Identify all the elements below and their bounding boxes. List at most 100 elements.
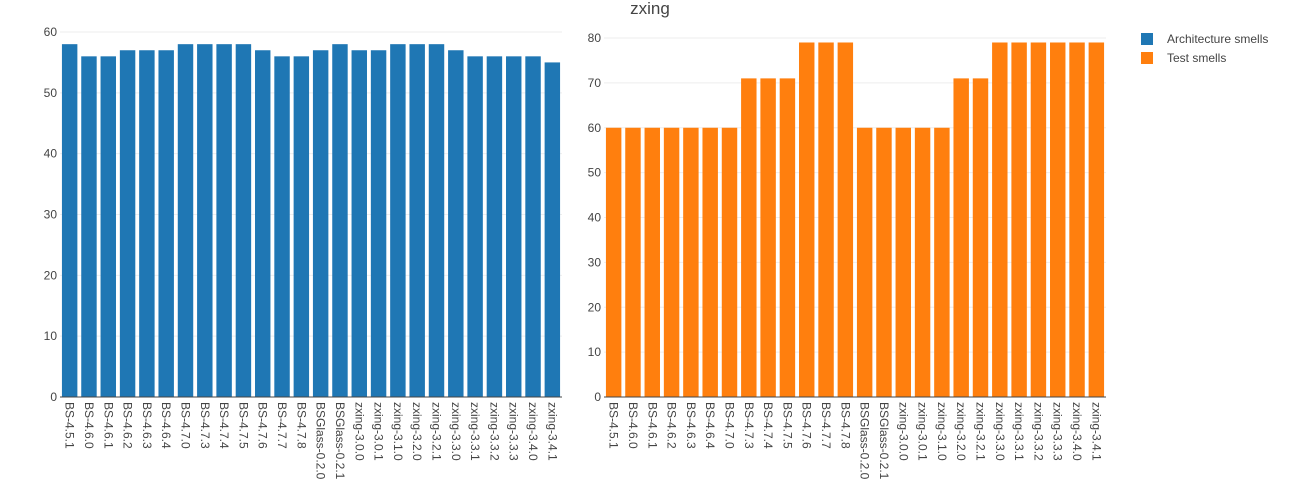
test-smells-chart: 0 10 20 30 40 50 60 70 80 BS-4.5.1 BS-4.6.0 BS-4.6.… <box>588 31 1106 480</box>
x-tick-label: BS-4.6.2 <box>665 402 679 449</box>
x-tick-label: zxing-3.2.0 <box>954 402 968 461</box>
x-tick-label: BS-4.7.6 <box>256 402 270 449</box>
y-tick-label: 80 <box>588 31 602 45</box>
bar <box>702 127 718 397</box>
bar <box>721 127 738 397</box>
x-tick-label: BS-4.6.1 <box>645 402 659 449</box>
y-tick-label: 60 <box>44 25 58 39</box>
x-tick-label: BSGlass-0.2.1 <box>333 402 347 480</box>
bar <box>934 127 950 397</box>
bar <box>1011 42 1027 398</box>
bar <box>390 44 406 398</box>
y-tick-label: 0 <box>50 390 57 404</box>
x-tick-label: zxing-3.4.1 <box>1089 402 1103 461</box>
x-tick-label: zxing-3.3.3 <box>507 402 521 461</box>
x-tick-label: zxing-3.3.1 <box>1012 402 1026 461</box>
x-tick-label: BS-4.7.3 <box>198 402 212 449</box>
bar <box>370 50 387 397</box>
x-tick-label: zxing-3.3.0 <box>449 402 463 461</box>
y-tick-label: 40 <box>44 147 58 161</box>
bar <box>332 44 348 398</box>
bar <box>177 44 194 398</box>
bar <box>663 127 680 397</box>
bar <box>448 50 464 397</box>
x-tick-label: zxing-3.4.0 <box>1070 402 1084 461</box>
bar <box>779 78 796 397</box>
bar <box>61 44 78 398</box>
y-tick-label: 20 <box>588 300 602 314</box>
x-tick-label: BSGlass-0.2.0 <box>858 402 872 480</box>
bar <box>605 127 622 397</box>
legend-swatch <box>1141 52 1153 64</box>
bar <box>467 56 483 397</box>
x-tick-label: BS-4.7.0 <box>723 402 737 449</box>
x-tick-label: zxing-3.0.0 <box>352 402 366 461</box>
bar <box>81 56 97 397</box>
x-tick-label: BS-4.7.4 <box>217 402 231 449</box>
x-tick-label: BS-4.5.1 <box>63 402 77 449</box>
y-tick-label: 20 <box>44 268 58 282</box>
x-tick-label: zxing-3.4.1 <box>545 402 559 461</box>
bar <box>351 50 367 397</box>
x-tick-label: BS-4.6.3 <box>684 402 698 449</box>
bar <box>1050 42 1066 398</box>
bar <box>274 56 290 397</box>
bar <box>255 50 271 397</box>
bar <box>625 127 641 397</box>
x-tick-label: zxing-3.3.1 <box>468 402 482 461</box>
x-tick-label: BS-4.5.1 <box>607 402 621 449</box>
bar <box>544 62 561 398</box>
bar <box>312 50 329 397</box>
bar <box>139 50 155 397</box>
x-tick-label: BS-4.7.8 <box>294 402 308 449</box>
x-tick-label: BS-4.6.1 <box>101 402 115 449</box>
bar <box>525 56 541 397</box>
bar <box>197 44 213 398</box>
x-tick-label: zxing-3.0.0 <box>896 402 910 461</box>
x-tick-label: BS-4.6.4 <box>159 402 173 449</box>
bar <box>293 56 310 397</box>
y-tick-label: 50 <box>44 86 58 100</box>
bar <box>1030 42 1047 398</box>
x-tick-label: zxing-3.2.0 <box>410 402 424 461</box>
x-tick-label: zxing-3.2.1 <box>430 402 444 461</box>
x-tick-label: BS-4.7.0 <box>179 402 193 449</box>
bar <box>876 127 892 397</box>
x-tick-label: BS-4.6.3 <box>140 402 154 449</box>
bar <box>953 78 969 397</box>
y-tick-label: 10 <box>588 345 602 359</box>
x-tick-label: zxing-3.2.1 <box>974 402 988 461</box>
x-tick-label: BSGlass-0.2.0 <box>314 402 328 480</box>
bar <box>1069 42 1085 398</box>
bar <box>818 42 834 398</box>
y-tick-label: 30 <box>44 208 58 222</box>
x-tick-label: BS-4.7.7 <box>275 402 289 449</box>
x-tick-label: BS-4.7.7 <box>819 402 833 449</box>
bar <box>216 44 232 398</box>
bar <box>895 127 911 397</box>
bar <box>683 127 699 397</box>
y-tick-label: 60 <box>588 121 602 135</box>
x-tick-label: BS-4.6.0 <box>82 402 96 449</box>
y-tick-label: 10 <box>44 329 58 343</box>
y-tick-label: 30 <box>588 255 602 269</box>
x-tick-label: zxing-3.3.2 <box>1031 402 1045 461</box>
bar <box>837 42 854 398</box>
y-tick-label: 70 <box>588 76 602 90</box>
bar <box>914 127 931 397</box>
y-tick-label: 40 <box>588 211 602 225</box>
bar <box>506 56 522 397</box>
y-tick-label: 50 <box>588 166 602 180</box>
x-tick-label: zxing-3.1.0 <box>935 402 949 461</box>
y-tick-label: 0 <box>594 390 601 404</box>
x-tick-label: zxing-3.4.0 <box>526 402 540 461</box>
legend-swatch <box>1141 33 1153 45</box>
bar <box>760 78 776 397</box>
x-tick-label: zxing-3.0.1 <box>372 402 386 461</box>
bar <box>486 56 503 397</box>
bar <box>100 56 116 397</box>
legend-label: Test smells <box>1167 51 1226 65</box>
x-tick-label: zxing-3.0.1 <box>916 402 930 461</box>
bar <box>741 78 757 397</box>
bar <box>992 42 1008 398</box>
